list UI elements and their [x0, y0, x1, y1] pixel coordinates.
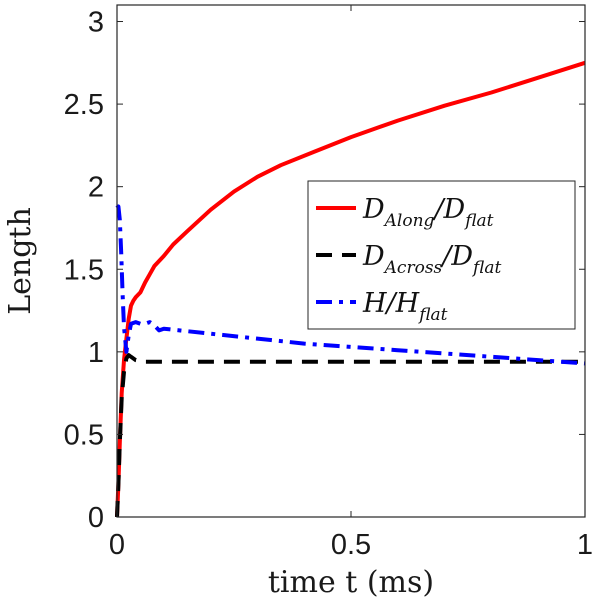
y-tick-label: 3: [88, 7, 104, 39]
series-line-1: [115, 353, 585, 518]
legend-entry-1: DAcross/Dflat: [362, 241, 501, 278]
y-tick-label: 1.5: [64, 254, 104, 286]
y-tick-label: 2: [88, 172, 104, 204]
legend-entry-2: H/Hflat: [362, 288, 448, 325]
legend-entry-0: DAlong/Dflat: [362, 194, 494, 231]
series-line-2: [115, 204, 586, 366]
y-tick-label: 0.5: [64, 419, 104, 451]
ticks-layer: [116, 5, 586, 518]
x-axis-label: time t (ms): [268, 565, 434, 600]
y-tick-label: 0: [88, 502, 104, 534]
tick-labels: 0 0.5 1 0 0.5 1 1.5 2 2.5 3: [64, 7, 593, 561]
y-tick-label: 1: [88, 337, 104, 369]
x-tick-label: 1: [577, 529, 593, 561]
y-tick-label: 2.5: [64, 89, 104, 121]
x-tick-label: 0.5: [331, 529, 371, 561]
legend: DAlong/Dflat DAcross/Dflat H/Hflat: [307, 180, 576, 330]
series-layer: [115, 60, 586, 518]
x-tick-label: 0: [109, 529, 125, 561]
y-axis-label: Length: [3, 207, 38, 315]
